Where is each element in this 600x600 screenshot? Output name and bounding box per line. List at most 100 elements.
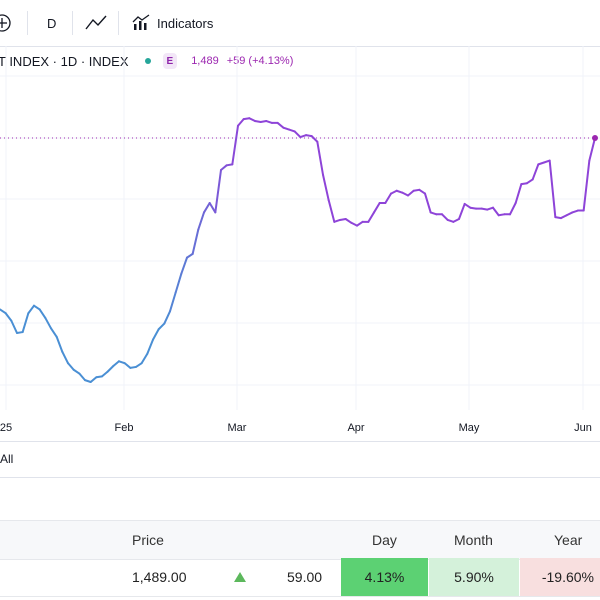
line-segment <box>203 202 211 214</box>
line-segment <box>112 360 120 367</box>
line-segment <box>548 159 557 219</box>
line-segment <box>316 140 324 176</box>
month-change-cell: 5.90% <box>429 558 519 596</box>
line-segment <box>373 202 381 214</box>
line-segment <box>407 189 415 197</box>
price-chart[interactable]: 25 Feb Mar Apr May Jun <box>0 0 600 440</box>
line-segment <box>10 319 18 335</box>
month-change-value: 5.90% <box>454 569 494 585</box>
line-segment <box>157 322 166 331</box>
x-tick-label: Mar <box>228 422 247 434</box>
table-row: 1,489.00 59.00 4.13% 5.90% -19.60% <box>0 558 600 597</box>
line-segment <box>463 202 472 209</box>
line-segment <box>231 124 239 166</box>
line-segment <box>248 117 256 123</box>
line-segment <box>174 272 183 294</box>
legend-change: +59 (+4.13%) <box>226 55 294 67</box>
line-segment <box>101 370 109 378</box>
line-segment <box>588 137 596 162</box>
line-segment <box>169 291 177 313</box>
line-segment <box>61 350 69 365</box>
line-segment <box>50 327 58 338</box>
line-segment <box>106 364 115 373</box>
toolbar-divider <box>118 11 119 35</box>
line-segment <box>390 189 398 195</box>
line-segment <box>310 135 319 143</box>
line-segment <box>276 121 285 129</box>
line-segment <box>38 308 47 319</box>
interval-button[interactable]: D <box>47 0 56 46</box>
line-segment <box>327 199 336 223</box>
range-selector: All <box>0 441 600 478</box>
line-segment <box>458 202 466 221</box>
line-segment <box>367 211 375 223</box>
indicators-icon <box>132 14 150 30</box>
price-value: 1,489.00 <box>132 569 187 585</box>
line-segment <box>237 118 245 127</box>
time-axis: 25 Feb Mar Apr May Jun <box>0 422 592 434</box>
header-year: Year <box>554 532 583 548</box>
line-segment <box>140 352 149 365</box>
line-segment <box>78 372 86 382</box>
chart-type-button[interactable] <box>84 0 108 46</box>
header-price: Price <box>132 532 164 548</box>
line-segment <box>180 256 188 275</box>
indicators-button[interactable]: Indicators <box>131 0 213 46</box>
market-status-dot <box>144 58 151 64</box>
line-segment <box>322 173 330 202</box>
price-line <box>0 117 596 383</box>
line-segment <box>401 191 409 197</box>
x-tick-label: May <box>459 422 480 434</box>
line-segment <box>531 163 540 181</box>
day-change-value: 4.13% <box>364 569 405 585</box>
line-segment <box>191 228 200 255</box>
last-price-marker <box>592 135 598 141</box>
line-segment <box>152 328 160 341</box>
x-tick-label: Apr <box>347 422 364 434</box>
range-all-button[interactable]: All <box>0 452 14 466</box>
line-segment <box>197 211 205 231</box>
chart-grid <box>0 46 600 410</box>
line-segment <box>0 308 7 315</box>
line-segment <box>146 338 154 355</box>
line-segment <box>356 220 364 227</box>
line-segment <box>214 169 222 214</box>
line-segment <box>526 178 534 185</box>
symbol-title: T INDEX · 1D · INDEX <box>0 53 129 69</box>
table-header: Price Day Month Year <box>0 520 600 560</box>
line-segment <box>208 202 217 214</box>
line-segment <box>33 304 41 311</box>
year-change-cell: -19.60% <box>520 558 600 596</box>
header-day: Day <box>372 532 397 548</box>
toolbar-divider <box>27 11 28 35</box>
line-segment <box>509 202 517 216</box>
indicators-label: Indicators <box>157 15 214 31</box>
chart-toolbar: D Indicators <box>0 0 600 47</box>
compare-button[interactable] <box>0 0 12 46</box>
line-segment <box>441 213 449 221</box>
header-month: Month <box>454 532 493 548</box>
line-segment <box>560 214 568 220</box>
legend-price: 1,489 <box>191 55 219 67</box>
line-segment <box>344 218 353 224</box>
day-change-cell: 4.13% <box>341 558 428 596</box>
line-segment <box>123 362 132 369</box>
add-symbol-icon <box>0 14 11 32</box>
line-segment <box>424 192 432 214</box>
line-segment <box>582 159 591 212</box>
change-value: 59.00 <box>287 569 323 585</box>
line-segment <box>220 164 228 172</box>
year-change-value: -19.60% <box>541 569 594 585</box>
x-tick-label: Jun <box>574 422 592 434</box>
line-segment <box>89 376 98 383</box>
line-segment <box>67 362 75 371</box>
chart-legend: T INDEX · 1D · INDEX E 1,489 +59 (+4.13%… <box>0 52 293 70</box>
line-segment <box>27 304 35 315</box>
line-segment <box>492 206 500 217</box>
x-tick-label: Feb <box>115 422 134 434</box>
line-segment <box>4 312 13 322</box>
line-segment <box>163 310 171 325</box>
toolbar-divider <box>72 11 73 35</box>
line-segment <box>21 312 30 334</box>
line-segment <box>72 368 81 375</box>
